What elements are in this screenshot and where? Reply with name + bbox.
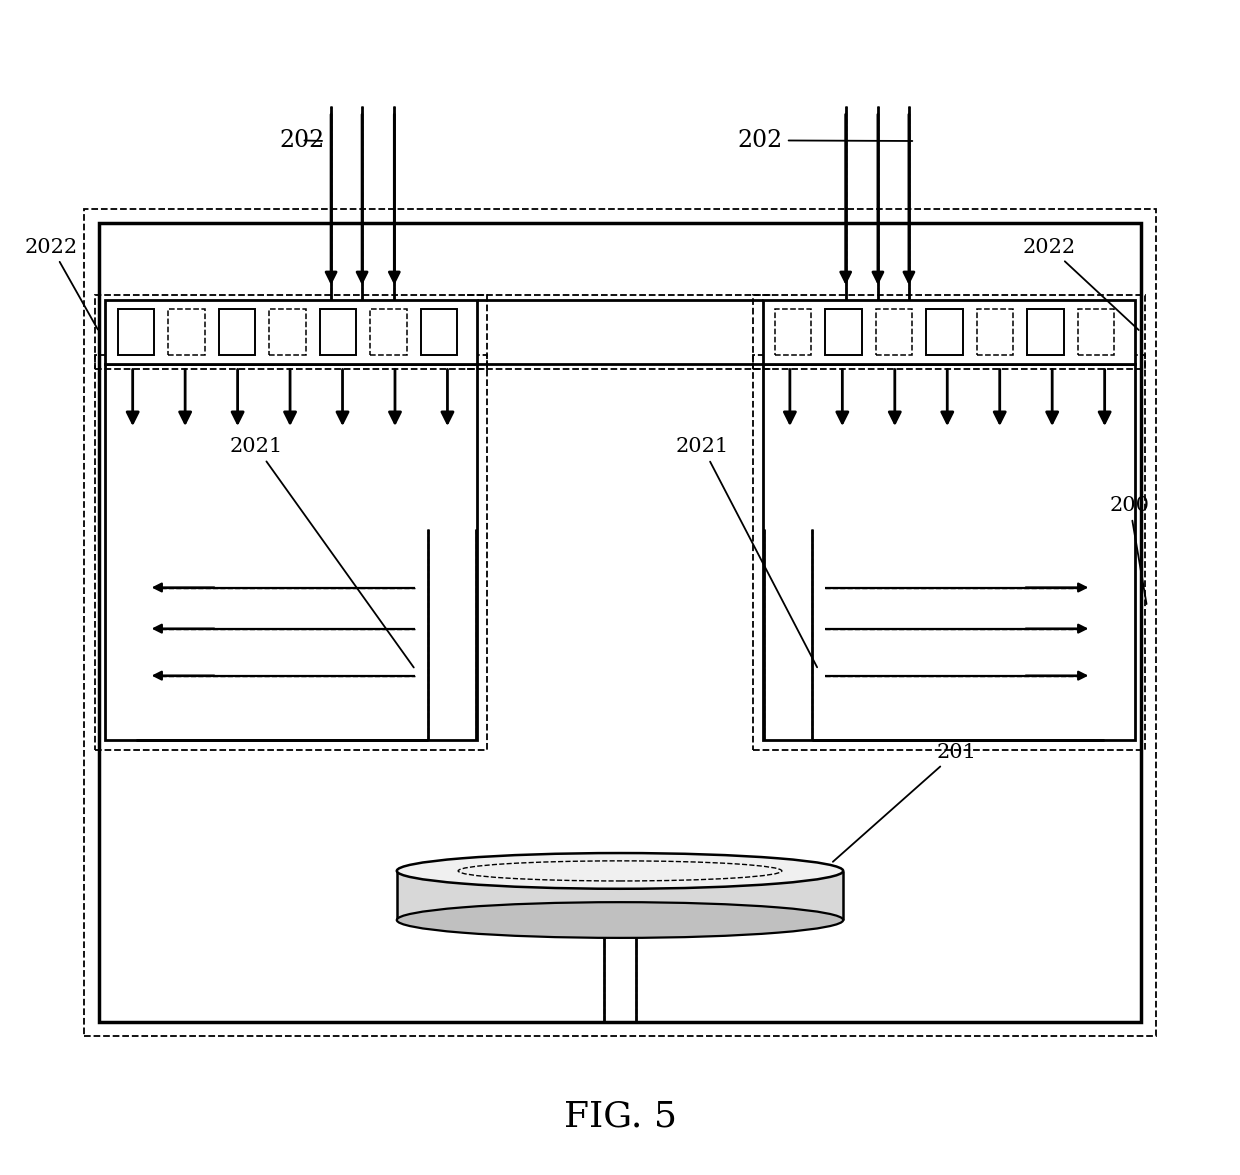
Text: 202: 202 xyxy=(279,129,324,152)
Ellipse shape xyxy=(397,902,843,938)
Text: 202: 202 xyxy=(738,129,913,152)
Text: 2021: 2021 xyxy=(229,437,414,667)
Bar xyxy=(95,295,487,369)
Bar xyxy=(420,309,458,355)
Bar xyxy=(875,309,913,355)
Bar xyxy=(105,364,477,740)
Bar xyxy=(397,871,843,920)
Bar xyxy=(269,309,305,355)
Bar xyxy=(95,355,487,750)
Bar xyxy=(320,309,356,355)
Text: 200: 200 xyxy=(1110,496,1149,604)
Bar xyxy=(169,309,205,355)
Bar xyxy=(1028,309,1064,355)
Bar xyxy=(1078,309,1115,355)
Bar xyxy=(775,309,811,355)
Bar xyxy=(926,309,962,355)
Ellipse shape xyxy=(397,853,843,888)
Bar xyxy=(763,300,1135,364)
Text: 201: 201 xyxy=(833,743,976,861)
Bar xyxy=(826,309,862,355)
Bar xyxy=(371,309,407,355)
Bar xyxy=(105,300,477,364)
Bar xyxy=(118,309,154,355)
Text: FIG. 5: FIG. 5 xyxy=(563,1100,677,1133)
Text: 2021: 2021 xyxy=(676,437,817,667)
Bar xyxy=(977,309,1013,355)
Bar xyxy=(99,223,1141,1022)
Bar xyxy=(753,295,1145,369)
Text: 2022: 2022 xyxy=(25,237,98,329)
Text: 2022: 2022 xyxy=(1023,237,1138,330)
Bar xyxy=(763,364,1135,740)
Bar xyxy=(218,309,255,355)
Bar xyxy=(84,209,1156,1036)
Bar xyxy=(753,355,1145,750)
